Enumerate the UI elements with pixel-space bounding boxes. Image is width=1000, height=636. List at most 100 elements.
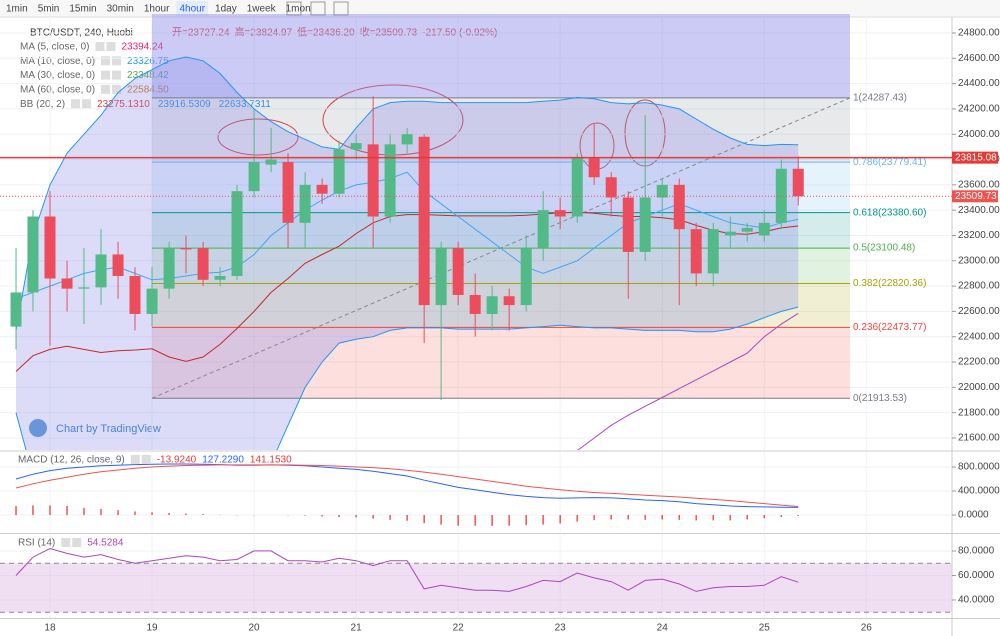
indicator-icon[interactable]	[130, 455, 140, 464]
macd-histogram-bar	[559, 515, 561, 524]
indicator-label: MA (60, close, 0)	[20, 85, 95, 96]
candle-body	[333, 149, 345, 194]
macd-histogram-bar	[134, 511, 136, 516]
candle-body	[384, 144, 396, 217]
toolbar-icon[interactable]	[310, 1, 326, 16]
indicator-icon[interactable]	[106, 42, 116, 51]
candle-body	[724, 231, 736, 236]
x-tick-label: 19	[146, 623, 158, 634]
macd-histogram-bar	[440, 515, 442, 525]
macd-histogram-bar	[474, 515, 476, 526]
macd-histogram-bar	[168, 512, 170, 516]
timeframe-button[interactable]: 1mon	[286, 4, 311, 15]
candle-body	[571, 157, 583, 217]
macd-histogram-bar	[508, 515, 510, 526]
pane-label: RSI (14)	[18, 538, 55, 549]
macd-histogram-bar	[15, 506, 17, 516]
y-tick-label: 800.0000	[958, 462, 1000, 473]
pane	[0, 535, 952, 618]
candle-body	[690, 229, 702, 274]
y-tick-label: 22600.00	[958, 306, 1000, 317]
macd-histogram-bar	[32, 505, 34, 516]
pane	[0, 14, 952, 450]
candle-body	[520, 248, 532, 306]
macd-histogram-bar	[763, 515, 766, 519]
candle-body	[418, 136, 430, 306]
indicator-line	[15, 56, 799, 331]
indicator-icon[interactable]	[101, 56, 111, 66]
indicator-icon[interactable]	[71, 99, 81, 109]
x-tick-label: 23	[555, 623, 567, 634]
macd-histogram-bar	[610, 515, 612, 520]
candle-body	[10, 292, 22, 327]
pane-value: 54.5284	[87, 538, 124, 549]
timeframe-button[interactable]: 1week	[247, 4, 277, 15]
fib-label: 0(21913.53)	[853, 393, 907, 404]
timeframe-button[interactable]: 30min	[107, 4, 134, 15]
toolbar-icon[interactable]	[286, 1, 302, 16]
timeframe-button[interactable]: 5min	[38, 4, 60, 15]
fib-label: 0.786(23779.41)	[853, 157, 926, 168]
macd-histogram-bar	[593, 515, 595, 521]
x-tick-label: 18	[44, 623, 56, 634]
x-tick-label: 26	[861, 623, 873, 634]
indicator-icon[interactable]	[112, 70, 122, 80]
candle-body	[401, 134, 413, 145]
y-tick-label: 23000.00	[958, 255, 1000, 266]
macd-histogram-bar	[406, 515, 408, 521]
candle-body	[27, 216, 39, 293]
indicator-icon[interactable]	[101, 70, 111, 80]
toolbar-icon[interactable]	[333, 1, 349, 16]
fib-band	[152, 97, 850, 163]
y-tick-label: 24000.00	[958, 129, 1000, 140]
candle-body	[775, 168, 787, 223]
candle-body	[146, 288, 158, 314]
indicator-icon[interactable]	[72, 538, 82, 547]
price-tag-label: 23509.73	[955, 191, 997, 202]
macd-histogram-bar	[644, 515, 646, 520]
x-tick-label: 24	[657, 623, 669, 634]
macd-histogram-bar	[627, 515, 629, 520]
timeframe-button[interactable]: 4hour	[179, 4, 205, 15]
timeframe-button[interactable]: 1min	[6, 4, 28, 15]
indicator-value: 23916.5309	[158, 99, 211, 110]
indicator-line	[15, 463, 799, 508]
timeframe-button[interactable]: 1hour	[144, 4, 170, 15]
candle-body	[367, 144, 379, 217]
indicator-icon[interactable]	[95, 42, 105, 51]
macd-histogram-bar	[491, 515, 493, 526]
fib-label: 0.5(23100.48)	[853, 243, 915, 254]
indicator-icon[interactable]	[101, 84, 111, 94]
macd-histogram-bar	[66, 506, 68, 516]
timeframe-button[interactable]: 1day	[215, 4, 237, 15]
candle-body	[61, 278, 73, 289]
fib-band	[152, 248, 850, 284]
macd-histogram-bar	[321, 515, 323, 517]
candle-body	[503, 296, 515, 306]
indicator-icon[interactable]	[141, 455, 151, 464]
x-tick-label: 21	[351, 623, 363, 634]
indicator-icon[interactable]	[82, 99, 92, 109]
y-tick-label: 21800.00	[958, 407, 1000, 418]
candle-body	[792, 168, 804, 197]
indicator-label: MA (30, close, 0)	[20, 70, 95, 81]
price-tag	[952, 151, 998, 164]
indicator-value: 23326.75	[127, 56, 169, 67]
macd-histogram-bar	[202, 514, 204, 516]
y-tick-label: 22000.00	[958, 382, 1000, 393]
indicator-line	[577, 312, 799, 450]
candle-body	[707, 229, 719, 274]
macd-histogram-bar	[117, 510, 119, 516]
indicator-icon[interactable]	[112, 56, 122, 66]
indicator-icon[interactable]	[112, 84, 122, 94]
candle-body	[163, 248, 175, 289]
macd-histogram-bar	[151, 512, 153, 516]
fib-band	[152, 327, 850, 399]
timeframe-button[interactable]: 15min	[69, 4, 96, 15]
candle-body	[214, 275, 226, 280]
indicator-icon[interactable]	[61, 538, 71, 547]
indicator-value: 22633.7311	[219, 99, 272, 110]
toolbar-bg	[0, 0, 1000, 17]
